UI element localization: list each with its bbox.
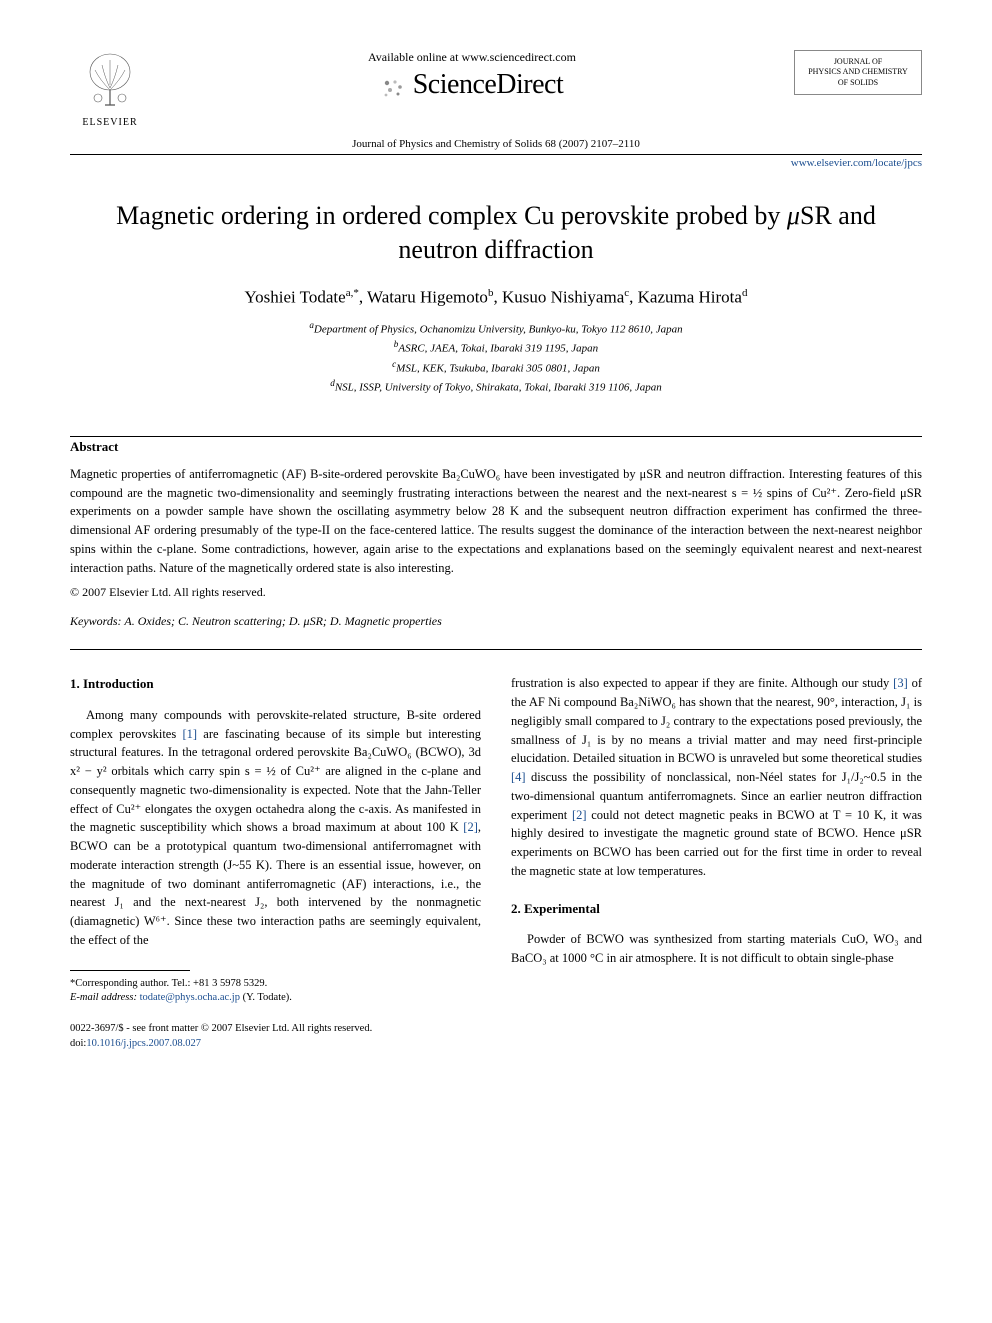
header-row: ELSEVIER Available online at www.science…: [70, 50, 922, 128]
intro-continued: frustration is also expected to appear i…: [511, 674, 922, 880]
author-2: Wataru Higemoto: [367, 287, 488, 306]
author-3-sup: c: [624, 287, 629, 299]
elsevier-tree-icon: [80, 50, 140, 110]
email-address[interactable]: todate@phys.ocha.ac.jp: [140, 992, 240, 1003]
experimental-paragraph: Powder of BCWO was synthesized from star…: [511, 930, 922, 968]
keywords-label: Keywords:: [70, 614, 122, 628]
email-label: E-mail address:: [70, 992, 137, 1003]
doi-value[interactable]: 10.1016/j.jpcs.2007.08.027: [86, 1038, 201, 1049]
abstract-bottom-rule: [70, 649, 922, 650]
keywords-text: A. Oxides; C. Neutron scattering; D. μSR…: [124, 614, 441, 628]
ref-link-4[interactable]: [4]: [511, 770, 526, 784]
author-1-star: *: [353, 287, 359, 299]
two-column-body: 1. Introduction Among many compounds wit…: [70, 674, 922, 1051]
issn-line: 0022-3697/$ - see front matter © 2007 El…: [70, 1022, 481, 1037]
doi-label: doi:: [70, 1038, 86, 1049]
journal-box: JOURNAL OF PHYSICS AND CHEMISTRY OF SOLI…: [794, 50, 922, 95]
abstract-top-rule: [70, 436, 922, 437]
article-title: Magnetic ordering in ordered complex Cu …: [110, 199, 882, 267]
doi-line: doi:10.1016/j.jpcs.2007.08.027: [70, 1037, 481, 1052]
author-1: Yoshiei Todate: [245, 287, 346, 306]
affiliations: aDepartment of Physics, Ochanomizu Unive…: [70, 319, 922, 396]
intro-paragraph: Among many compounds with perovskite-rel…: [70, 706, 481, 950]
ref-link-3[interactable]: [3]: [893, 676, 908, 690]
ref-link-2[interactable]: [2]: [463, 820, 478, 834]
ref-link-2b[interactable]: [2]: [572, 808, 587, 822]
journal-box-line1: JOURNAL OF: [803, 57, 913, 67]
center-header: Available online at www.sciencedirect.co…: [150, 50, 794, 101]
header-rule: [70, 154, 922, 155]
ref-link-1[interactable]: [1]: [182, 727, 197, 741]
affiliation-b: bASRC, JAEA, Tokai, Ibaraki 319 1195, Ja…: [70, 338, 922, 357]
journal-reference: Journal of Physics and Chemistry of Soli…: [70, 138, 922, 150]
corresponding-author: *Corresponding author. Tel.: +81 3 5978 …: [70, 977, 481, 992]
affiliation-d: dNSL, ISSP, University of Tokyo, Shiraka…: [70, 377, 922, 396]
sciencedirect-brand: ScienceDirect: [150, 69, 794, 101]
available-online-text: Available online at www.sciencedirect.co…: [150, 50, 794, 65]
keywords-line: Keywords: A. Oxides; C. Neutron scatteri…: [70, 614, 922, 629]
sciencedirect-icon: [381, 77, 405, 101]
author-4-sup: d: [742, 287, 748, 299]
affiliation-a: aDepartment of Physics, Ochanomizu Unive…: [70, 319, 922, 338]
locate-link[interactable]: www.elsevier.com/locate/jpcs: [70, 157, 922, 169]
page-container: ELSEVIER Available online at www.science…: [0, 0, 992, 1091]
email-name: (Y. Todate).: [243, 992, 292, 1003]
sciencedirect-text: ScienceDirect: [413, 69, 564, 100]
journal-box-line3: OF SOLIDS: [803, 78, 913, 88]
author-4: Kazuma Hirota: [638, 287, 742, 306]
abstract-heading: Abstract: [70, 439, 922, 455]
bottom-info: 0022-3697/$ - see front matter © 2007 El…: [70, 1022, 481, 1051]
left-column: 1. Introduction Among many compounds wit…: [70, 674, 481, 1051]
abstract-copyright: © 2007 Elsevier Ltd. All rights reserved…: [70, 585, 922, 600]
journal-box-line2: PHYSICS AND CHEMISTRY: [803, 67, 913, 77]
affiliation-c: cMSL, KEK, Tsukuba, Ibaraki 305 0801, Ja…: [70, 358, 922, 377]
email-line: E-mail address: todate@phys.ocha.ac.jp (…: [70, 991, 481, 1006]
experimental-heading: 2. Experimental: [511, 899, 922, 919]
author-3: Kusuo Nishiyama: [502, 287, 624, 306]
authors-line: Yoshiei Todatea,*, Wataru Higemotob, Kus…: [70, 287, 922, 308]
right-column: frustration is also expected to appear i…: [511, 674, 922, 1051]
footnote-separator: [70, 970, 190, 971]
elsevier-logo: ELSEVIER: [70, 50, 150, 128]
elsevier-label: ELSEVIER: [70, 117, 150, 128]
abstract-text: Magnetic properties of antiferromagnetic…: [70, 465, 922, 578]
intro-heading: 1. Introduction: [70, 674, 481, 694]
author-2-sup: b: [488, 287, 494, 299]
footnote-block: *Corresponding author. Tel.: +81 3 5978 …: [70, 977, 481, 1006]
